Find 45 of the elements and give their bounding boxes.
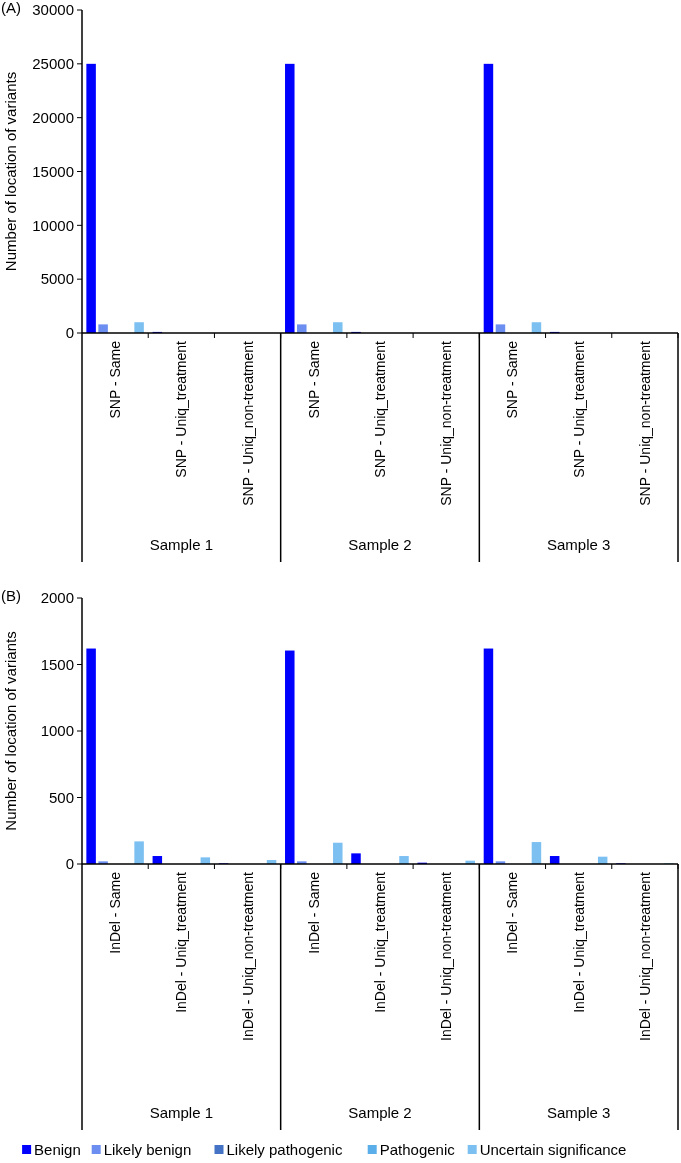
y-tick-label: 5000 (40, 270, 74, 288)
text: Sample 3 (546, 536, 611, 553)
x-tick-label: SNP - Uniq_non-treatment (438, 340, 455, 506)
chart-title: (A) (1, 0, 21, 17)
text: Sample 3 (546, 1104, 611, 1121)
x-tick-label: SNP - Uniq_non-treatment (239, 340, 256, 506)
x-tick-label: SNP - Uniq_non-treatment (636, 340, 653, 506)
x-tick-label: SNP - Uniq_treatment (173, 340, 190, 478)
x-tick-label: InDel - Same (305, 871, 322, 954)
y-tick-label: 1000 (40, 722, 74, 740)
legend-label: Likely benign (103, 1141, 192, 1159)
chart-title: (B) (1, 587, 21, 605)
y-tick-label: 2000 (40, 589, 74, 607)
y-tick-label: 10000 (32, 216, 74, 234)
text: Sample 1 (149, 1104, 214, 1121)
legend-label: Likely pathogenic (226, 1141, 343, 1159)
text: Sample 1 (149, 536, 214, 553)
legend-label: Uncertain significance (479, 1141, 627, 1159)
x-tick-label: InDel - Same (504, 871, 521, 954)
x-tick-label: InDel - Same (107, 871, 124, 954)
y-tick-label: 1500 (40, 655, 74, 673)
x-tick-label: SNP - Same (107, 340, 124, 419)
x-tick-label: InDel - Uniq_non-treatment (438, 871, 455, 1041)
legend-label: Pathogenic (379, 1141, 456, 1159)
x-tick-label: InDel - Uniq_non-treatment (636, 871, 653, 1041)
x-tick-label: SNP - Uniq_treatment (570, 340, 587, 478)
y-tick-label: 0 (65, 855, 74, 873)
y-axis-title: Number of location of variants (2, 71, 19, 272)
y-tick-label: 25000 (32, 55, 74, 73)
x-tick-label: SNP - Uniq_treatment (372, 340, 388, 478)
legend-label: Benign (34, 1141, 81, 1159)
y-tick-label: 15000 (32, 162, 74, 180)
x-tick-label: InDel - Uniq_treatment (570, 871, 587, 1013)
y-tick-label: 20000 (32, 108, 74, 126)
x-tick-label: InDel - Uniq_treatment (372, 871, 388, 1013)
text: Sample 2 (348, 1104, 412, 1121)
x-tick-label: InDel - Uniq_treatment (173, 871, 190, 1013)
x-tick-label: InDel - Uniq_non-treatment (239, 871, 256, 1041)
x-tick-label: SNP - Same (305, 340, 322, 419)
text: Sample 2 (348, 536, 412, 553)
y-tick-label: 30000 (32, 1, 74, 19)
x-tick-label: SNP - Same (504, 340, 521, 419)
y-tick-label: 500 (48, 788, 74, 806)
y-axis-title: Number of location of variants (2, 631, 19, 831)
y-tick-label: 0 (65, 324, 74, 342)
